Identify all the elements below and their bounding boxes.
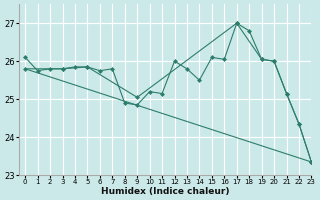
- X-axis label: Humidex (Indice chaleur): Humidex (Indice chaleur): [101, 187, 229, 196]
